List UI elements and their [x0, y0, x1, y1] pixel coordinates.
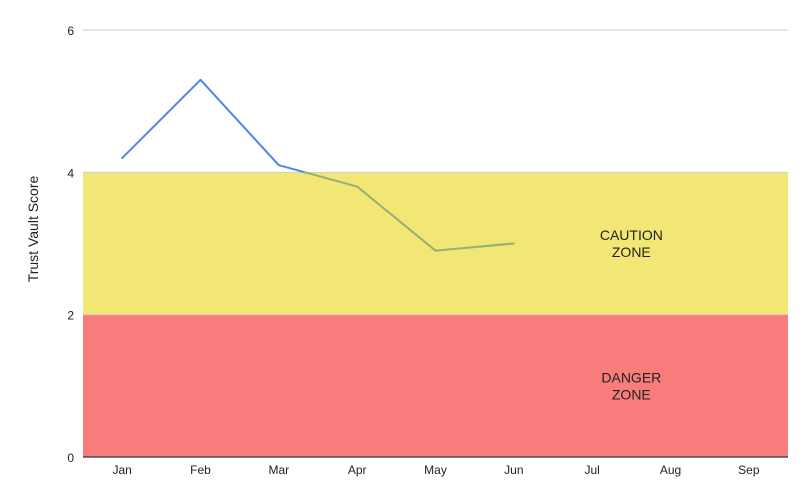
x-tick-label: Jul: [584, 463, 599, 477]
zone-label: DANGER: [601, 369, 661, 385]
zone-band-1: [83, 314, 788, 457]
x-tick-label: Jun: [504, 463, 523, 477]
x-axis: Jan Feb Mar Apr May Jun Jul Aug Sep: [112, 463, 759, 477]
zone-label: ZONE: [612, 244, 651, 260]
series-line-segment: [434, 242, 515, 252]
x-tick-label: Sep: [738, 463, 760, 477]
series-line-segment: [277, 164, 306, 174]
y-tick-label: 6: [67, 24, 74, 38]
x-tick-label: Feb: [190, 463, 211, 477]
series-lines: [121, 78, 515, 252]
x-tick-label: Aug: [660, 463, 681, 477]
zone-label: ZONE: [612, 386, 651, 402]
series-line-segment: [303, 171, 359, 188]
y-tick-label: 0: [67, 451, 74, 465]
y-axis-title: Trust Vault Score: [25, 175, 41, 282]
x-tick-label: Apr: [348, 463, 367, 477]
x-tick-label: Mar: [268, 463, 289, 477]
y-axis: 0 2 4 6: [67, 24, 74, 465]
zone-bands: [83, 172, 788, 457]
y-tick-label: 2: [67, 309, 74, 323]
zone-label: CAUTION: [600, 227, 663, 243]
x-tick-label: May: [424, 463, 447, 477]
series-line-segment: [121, 78, 202, 160]
x-tick-label: Jan: [112, 463, 131, 477]
y-tick-label: 4: [67, 166, 74, 180]
grid-lines: [83, 29, 788, 458]
zone-band-0: [83, 172, 788, 315]
series-line-segment: [199, 78, 280, 167]
series-line-segment: [356, 185, 437, 252]
